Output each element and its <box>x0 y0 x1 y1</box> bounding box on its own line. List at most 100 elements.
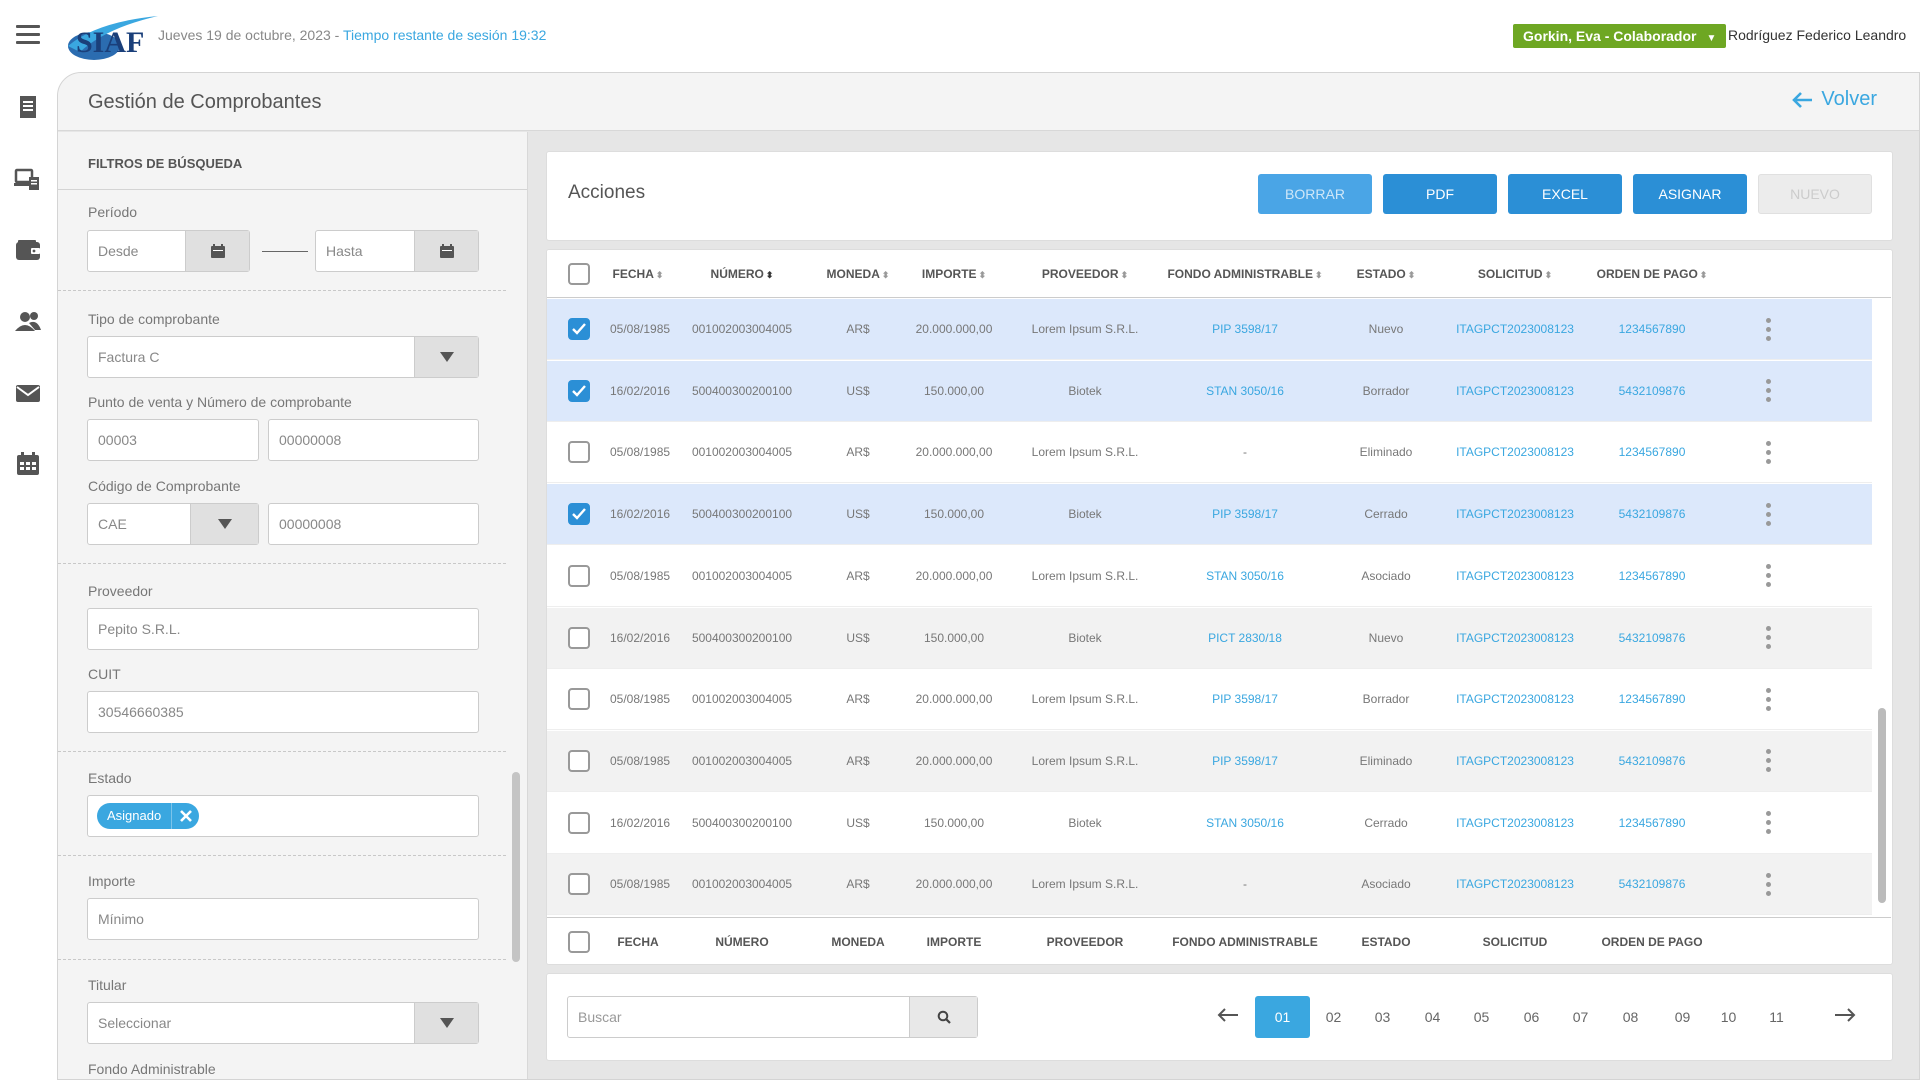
cell-fondo[interactable]: PIP 3598/17 <box>1212 692 1278 707</box>
next-page-arrow-icon[interactable] <box>1834 1007 1856 1023</box>
menu-icon[interactable] <box>16 25 40 45</box>
page-11[interactable]: 11 <box>1769 1009 1784 1025</box>
table-row[interactable]: 05/08/1985 001002003004005 AR$ 20.000.000,0… <box>547 669 1872 731</box>
row-checkbox[interactable] <box>567 873 590 896</box>
table-scrollbar[interactable] <box>1878 708 1886 903</box>
table-row[interactable]: 05/08/1985 001002003004005 AR$ 20.000.000,0… <box>547 545 1872 607</box>
calendar-icon[interactable] <box>14 450 42 478</box>
cell-solicitud[interactable]: ITAGPCT2023008123 <box>1456 322 1574 336</box>
more-options-icon[interactable] <box>1765 811 1771 835</box>
proveedor-input[interactable]: Pepito S.R.L. <box>87 608 479 650</box>
cell-solicitud[interactable]: ITAGPCT2023008123 <box>1456 692 1574 707</box>
col-numero[interactable]: NÚMERO ⬍ <box>666 267 818 281</box>
page-06[interactable]: 06 <box>1523 1009 1540 1025</box>
cell-orden[interactable]: 5432109876 <box>1618 507 1686 522</box>
col-importe[interactable]: IMPORTE ⬍ <box>898 267 1010 281</box>
receipt-icon[interactable] <box>14 93 42 121</box>
cell-solicitud[interactable]: ITAGPCT2023008123 <box>1456 753 1574 768</box>
numero-comprobante-input[interactable]: 00000008 <box>268 419 479 461</box>
table-row[interactable]: 05/08/1985 001002003004005 AR$ 20.000.000,0… <box>547 854 1872 916</box>
more-options-icon[interactable] <box>1765 564 1771 588</box>
row-checkbox[interactable] <box>567 811 590 834</box>
cell-solicitud[interactable]: ITAGPCT2023008123 <box>1456 568 1574 583</box>
cell-solicitud[interactable]: ITAGPCT2023008123 <box>1456 877 1574 892</box>
page-01[interactable]: 01 <box>1255 996 1310 1038</box>
more-options-icon[interactable] <box>1765 872 1771 896</box>
more-options-icon[interactable] <box>1765 502 1771 526</box>
users-icon[interactable] <box>14 307 42 335</box>
table-row[interactable]: 16/02/2016 500400300200100 US$ 150.000,00 Bi… <box>547 607 1872 669</box>
row-checkbox[interactable] <box>567 441 590 464</box>
borrar-button[interactable]: BORRAR <box>1258 174 1372 214</box>
excel-button[interactable]: EXCEL <box>1508 174 1622 214</box>
cell-fondo[interactable]: STAN 3050/16 <box>1206 383 1284 398</box>
codigo-select[interactable]: CAE <box>87 503 259 545</box>
cell-fondo[interactable]: PICT 2830/18 <box>1208 630 1282 645</box>
table-row[interactable]: 05/08/1985 001002003004005 AR$ 20.000.000,0… <box>547 730 1872 792</box>
col-orden-pago[interactable]: ORDEN DE PAGO ⬍ <box>1588 267 1716 281</box>
row-checkbox[interactable] <box>567 503 590 526</box>
cell-fondo[interactable]: PIP 3598/17 <box>1212 507 1278 522</box>
page-03[interactable]: 03 <box>1374 1009 1391 1025</box>
more-options-icon[interactable] <box>1765 687 1771 711</box>
more-options-icon[interactable] <box>1765 626 1771 649</box>
estado-multiselect[interactable]: Asignado <box>87 795 479 837</box>
cell-orden[interactable]: 1234567890 <box>1618 322 1686 336</box>
calendar-icon[interactable] <box>185 231 249 271</box>
table-row[interactable]: 05/08/1985 001002003004005 AR$ 20.000.000,0… <box>547 422 1872 484</box>
wallet-icon[interactable] <box>14 236 42 264</box>
row-checkbox[interactable] <box>567 318 590 340</box>
search-input[interactable]: Buscar <box>567 996 978 1038</box>
cell-orden[interactable]: 1234567890 <box>1618 568 1686 583</box>
filters-scrollbar[interactable] <box>512 772 520 962</box>
close-icon[interactable] <box>171 803 200 829</box>
page-02[interactable]: 02 <box>1325 1009 1342 1025</box>
chevron-down-icon[interactable] <box>414 337 478 377</box>
table-row[interactable]: 16/02/2016 500400300200100 US$ 150.000,00 Bi… <box>547 360 1872 422</box>
more-options-icon[interactable] <box>1765 379 1771 403</box>
row-checkbox[interactable] <box>567 626 590 649</box>
cell-orden[interactable]: 5432109876 <box>1618 630 1686 645</box>
cell-solicitud[interactable]: ITAGPCT2023008123 <box>1456 383 1574 398</box>
row-checkbox[interactable] <box>567 688 590 711</box>
asignar-button[interactable]: ASIGNAR <box>1633 174 1747 214</box>
more-options-icon[interactable] <box>1765 749 1771 773</box>
col-fecha[interactable]: FECHA ⬍ <box>610 267 666 281</box>
page-10[interactable]: 10 <box>1720 1009 1737 1025</box>
cell-fondo[interactable]: PIP 3598/17 <box>1212 753 1278 768</box>
row-checkbox[interactable] <box>567 749 590 772</box>
titular-select[interactable]: Seleccionar <box>87 1002 479 1044</box>
col-solicitud[interactable]: SOLICITUD ⬍ <box>1442 267 1588 281</box>
col-proveedor[interactable]: PROVEEDOR ⬍ <box>1010 267 1160 281</box>
page-07[interactable]: 07 <box>1572 1009 1589 1025</box>
cell-orden[interactable]: 1234567890 <box>1618 692 1686 707</box>
col-moneda[interactable]: MONEDA ⬍ <box>818 267 898 281</box>
cell-solicitud[interactable]: ITAGPCT2023008123 <box>1456 445 1574 460</box>
select-all-checkbox[interactable] <box>567 930 590 953</box>
cell-fondo[interactable]: STAN 3050/16 <box>1206 815 1284 830</box>
role-dropdown[interactable]: Gorkin, Eva - Colaborador ▼ <box>1513 24 1727 48</box>
cell-fondo[interactable]: PIP 3598/17 <box>1212 322 1278 336</box>
col-fondo[interactable]: FONDO ADMINISTRABLE ⬍ <box>1160 267 1330 281</box>
cell-orden[interactable]: 5432109876 <box>1618 877 1686 892</box>
cell-orden[interactable]: 5432109876 <box>1618 753 1686 768</box>
hasta-input[interactable]: Hasta <box>315 230 479 272</box>
cell-solicitud[interactable]: ITAGPCT2023008123 <box>1456 815 1574 830</box>
pdf-button[interactable]: PDF <box>1383 174 1497 214</box>
importe-min-input[interactable]: Mínimo <box>87 898 479 940</box>
page-05[interactable]: 05 <box>1473 1009 1490 1025</box>
back-button[interactable]: Volver <box>1791 88 1877 111</box>
cell-orden[interactable]: 5432109876 <box>1618 383 1686 398</box>
cell-solicitud[interactable]: ITAGPCT2023008123 <box>1456 630 1574 645</box>
table-row[interactable]: 16/02/2016 500400300200100 US$ 150.000,00 Bi… <box>547 792 1872 854</box>
mail-icon[interactable] <box>14 379 42 407</box>
prev-page-arrow-icon[interactable] <box>1217 1007 1239 1023</box>
cell-fondo[interactable]: STAN 3050/16 <box>1206 568 1284 583</box>
documents-icon[interactable] <box>14 165 42 193</box>
cuit-input[interactable]: 30546660385 <box>87 691 479 733</box>
page-04[interactable]: 04 <box>1424 1009 1441 1025</box>
tipo-select[interactable]: Factura C <box>87 336 479 378</box>
search-icon[interactable] <box>909 997 977 1037</box>
calendar-icon[interactable] <box>414 231 478 271</box>
table-row[interactable]: 05/08/1985 001002003004005 AR$ 20.000.000,0… <box>547 299 1872 360</box>
